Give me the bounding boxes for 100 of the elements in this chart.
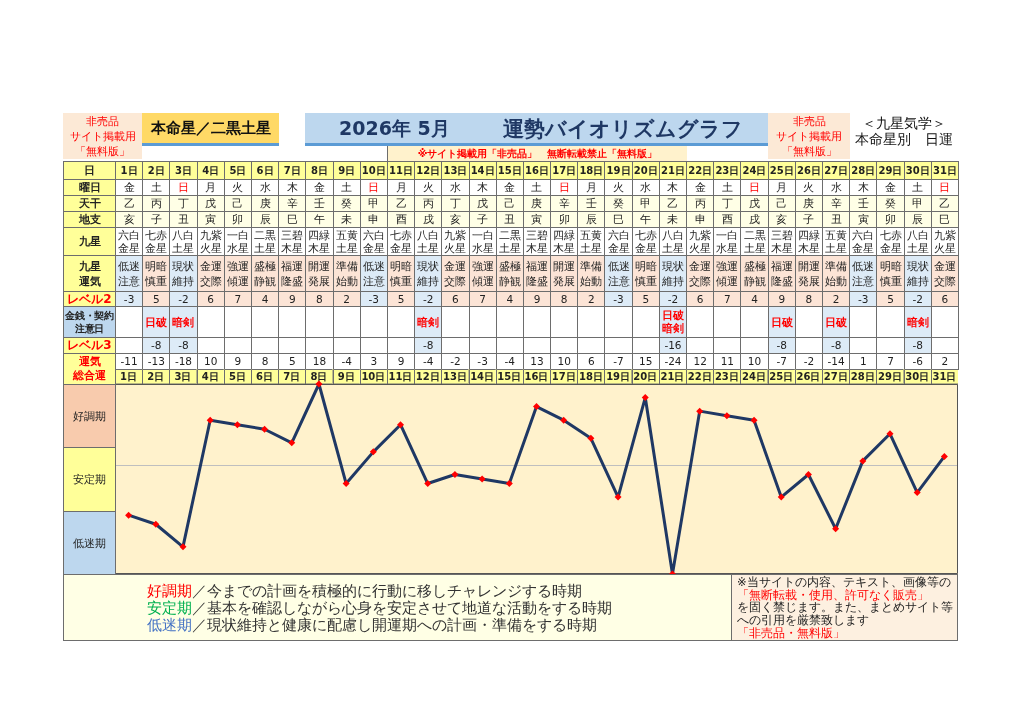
category-label: 29日: [878, 370, 902, 382]
text: 盛極静観: [495, 255, 524, 292]
text: 7: [713, 291, 742, 307]
text: 庚: [522, 195, 552, 212]
text: 丑: [495, 211, 524, 228]
text: 金運交際: [196, 255, 225, 292]
text: 5: [876, 291, 905, 307]
text: 運気: [78, 355, 101, 369]
text: 戌: [414, 211, 443, 228]
text: ※サイト掲載用「非売品」 無断転載禁止「無料版」: [387, 146, 687, 161]
text: 安定期: [63, 447, 116, 512]
category-label: 30日: [905, 370, 930, 382]
category-label: 4日: [201, 370, 219, 382]
text: 丁: [713, 195, 742, 212]
text: 七赤金星: [876, 227, 905, 256]
category-label: 16日: [524, 370, 549, 382]
text: 福運隆盛: [278, 255, 307, 292]
x-tick-label: 31日: [930, 161, 959, 180]
text: 金銭・契約注意日: [63, 306, 116, 338]
text: 乙: [658, 195, 688, 212]
text: 月: [767, 179, 796, 196]
text: 暗剣: [169, 306, 198, 338]
text: 火: [414, 179, 443, 196]
text: 7: [223, 291, 252, 307]
text: 暗剣: [414, 306, 443, 338]
x-tick-label: 30日: [903, 161, 932, 180]
text: 金: [115, 179, 144, 196]
x-tick-label: 13日: [441, 161, 470, 180]
data-label: -13: [142, 353, 171, 370]
text: レベル3: [63, 337, 116, 354]
category-label: 7日: [283, 370, 301, 382]
text: 木: [278, 179, 307, 196]
category-label: 8日: [310, 370, 328, 382]
text: 七赤金星: [386, 227, 416, 256]
text: 強運傾運: [468, 255, 497, 292]
text: 日破: [142, 306, 171, 338]
text: -8: [767, 337, 796, 354]
text: 午: [631, 211, 660, 228]
category-label: 5日: [228, 370, 246, 382]
text: ＜九星気学＞: [861, 114, 947, 131]
x-tick-label: 6日: [250, 161, 280, 180]
text: 三碧木星: [278, 227, 307, 256]
data-label: 10: [740, 353, 769, 370]
text: 明暗慎重: [631, 255, 660, 292]
text: 亥: [441, 211, 470, 228]
text: 九星運気: [63, 255, 116, 292]
text: 「無断転載・使用、許可なく販売」: [737, 587, 929, 602]
text: 日破: [767, 306, 796, 338]
text: 六白金星: [604, 227, 633, 256]
text: -8: [142, 337, 171, 354]
category-label: 22日: [687, 370, 712, 382]
text: 六白金星: [849, 227, 878, 256]
text: 盛極静観: [740, 255, 769, 292]
x-tick-label: 2日: [142, 161, 171, 180]
data-label: -11: [115, 353, 144, 370]
category-label: 1日: [120, 370, 138, 382]
category-label: 17日: [551, 370, 576, 382]
text: 戊: [468, 195, 497, 212]
x-tick-label: 19日: [604, 161, 633, 180]
text: レベル2: [63, 291, 116, 307]
text: 二黒土星: [495, 227, 524, 256]
x-tick-label: 5日: [223, 161, 252, 180]
text: 庚: [250, 195, 280, 212]
x-tick-label: 26日: [794, 161, 824, 180]
text: 火: [794, 179, 824, 196]
text: 明暗慎重: [386, 255, 416, 292]
text: 丑: [169, 211, 198, 228]
text: -2: [658, 291, 688, 307]
category-label: 15日: [497, 370, 522, 382]
text: 金: [876, 179, 905, 196]
text: 水: [250, 179, 280, 196]
text: 現状維持: [414, 255, 443, 292]
text: 巳: [278, 211, 307, 228]
category-label: 26日: [796, 370, 821, 382]
data-label: -14: [822, 353, 851, 370]
data-label: 10: [196, 353, 225, 370]
category-label: 25日: [769, 370, 794, 382]
text: -3: [849, 291, 878, 307]
text: 強運傾運: [713, 255, 742, 292]
text: 「非売品・無料版」: [737, 625, 846, 640]
category-label: 23日: [714, 370, 739, 382]
text: 七赤金星: [631, 227, 660, 256]
text: 水: [631, 179, 660, 196]
data-label: -2: [794, 353, 824, 370]
text: 卯: [876, 211, 905, 228]
text: 寅: [849, 211, 878, 228]
text: 乙: [386, 195, 416, 212]
text: 壬: [305, 195, 334, 212]
data-label: 2: [930, 353, 959, 370]
x-tick-label: 27日: [822, 161, 851, 180]
category-label: 19日: [606, 370, 631, 382]
text: 九星: [63, 227, 116, 256]
category-label: 13日: [442, 370, 467, 382]
text: 寅: [522, 211, 552, 228]
text: 火: [604, 179, 633, 196]
x-tick-label: 17日: [550, 161, 579, 180]
text: 辰: [903, 211, 932, 228]
text: 八白土星: [658, 227, 688, 256]
text: 丁: [441, 195, 470, 212]
text: -3: [359, 291, 388, 307]
